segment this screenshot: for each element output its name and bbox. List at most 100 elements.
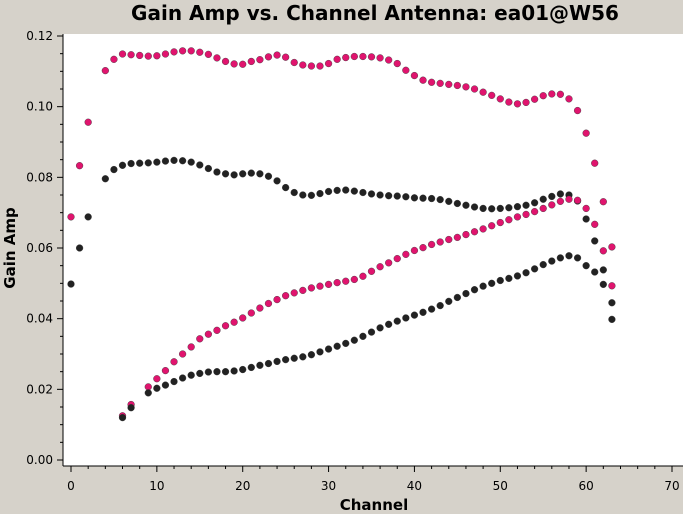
data-point	[513, 272, 522, 280]
data-point	[299, 61, 307, 69]
data-point	[608, 315, 616, 323]
data-point	[247, 363, 255, 372]
data-point	[179, 374, 187, 382]
data-point	[144, 389, 152, 397]
data-point	[161, 381, 170, 389]
data-point	[161, 367, 170, 375]
data-point	[179, 350, 187, 358]
data-point	[599, 280, 607, 288]
data-point	[531, 208, 539, 216]
data-point	[573, 254, 582, 262]
data-point	[196, 369, 204, 378]
data-point	[428, 305, 436, 313]
data-point	[299, 353, 307, 361]
data-point	[239, 170, 247, 178]
data-point	[187, 371, 195, 379]
data-point	[488, 205, 496, 213]
data-point	[410, 246, 419, 255]
data-point	[196, 48, 204, 56]
data-point	[230, 60, 238, 68]
data-point	[470, 286, 479, 294]
data-point	[342, 277, 350, 285]
data-point	[282, 292, 290, 300]
data-point	[488, 222, 496, 230]
data-point	[505, 274, 513, 282]
data-point	[247, 309, 255, 317]
data-point	[299, 191, 307, 199]
data-point	[402, 250, 410, 258]
data-point	[531, 199, 539, 207]
data-point	[359, 188, 367, 197]
data-point	[170, 377, 178, 386]
data-point	[591, 237, 599, 245]
data-point	[67, 213, 75, 221]
data-point	[101, 175, 109, 183]
data-point	[273, 357, 281, 366]
data-point	[479, 225, 487, 233]
data-point	[316, 282, 324, 290]
data-point	[350, 187, 358, 195]
chart-title: Gain Amp vs. Channel Antenna: ea01@W56	[131, 1, 619, 25]
data-point	[204, 330, 212, 338]
data-point	[539, 195, 547, 203]
data-point	[496, 276, 504, 285]
data-point	[264, 172, 273, 180]
data-point	[324, 280, 333, 288]
data-point	[290, 58, 298, 67]
plot-area	[63, 34, 683, 466]
data-point	[290, 354, 298, 362]
x-tick-label: 70	[664, 479, 679, 493]
y-tick-label: 0.10	[26, 100, 53, 114]
data-point	[436, 195, 444, 204]
data-point	[307, 351, 316, 359]
data-point	[522, 269, 530, 277]
data-point	[573, 196, 582, 204]
data-point	[187, 343, 195, 351]
data-point	[213, 54, 221, 62]
data-point	[393, 255, 401, 263]
data-point	[582, 215, 590, 223]
data-point	[230, 171, 238, 179]
data-point	[221, 170, 230, 178]
x-tick-label: 10	[149, 479, 164, 493]
data-point	[161, 157, 170, 165]
data-point	[324, 187, 333, 196]
data-point	[204, 164, 212, 173]
data-point	[522, 98, 530, 107]
data-point	[428, 194, 436, 203]
data-point	[376, 324, 384, 332]
data-point	[436, 79, 444, 87]
data-point	[204, 368, 212, 376]
data-point	[359, 332, 367, 340]
x-tick-label: 50	[493, 479, 508, 493]
x-axis-label: Channel	[340, 496, 408, 514]
data-point	[539, 204, 547, 213]
data-point	[256, 304, 264, 312]
data-point	[299, 286, 307, 295]
data-point	[565, 252, 573, 260]
data-point	[402, 66, 410, 74]
data-point	[333, 279, 341, 287]
data-point	[204, 50, 212, 58]
data-point	[350, 52, 358, 61]
data-point	[67, 280, 75, 288]
data-point	[247, 169, 255, 177]
data-point	[470, 85, 479, 93]
data-point	[385, 259, 393, 267]
data-point	[505, 204, 513, 212]
data-point	[170, 358, 178, 366]
data-point	[239, 60, 247, 68]
data-point	[170, 156, 178, 164]
data-point	[496, 204, 504, 213]
x-tick-label: 20	[235, 479, 250, 493]
data-point	[488, 279, 496, 287]
axis-ticks: 0 10 20 30 40 50 60 70 0.00 0.02 0.04 0.06 0.08 0.10 0…	[26, 29, 679, 493]
data-point	[531, 95, 539, 103]
data-point	[419, 194, 427, 202]
data-point	[350, 275, 358, 284]
data-point	[118, 161, 127, 169]
data-point	[307, 191, 316, 199]
data-point	[247, 57, 255, 66]
data-point	[213, 368, 221, 376]
data-point	[153, 158, 161, 166]
